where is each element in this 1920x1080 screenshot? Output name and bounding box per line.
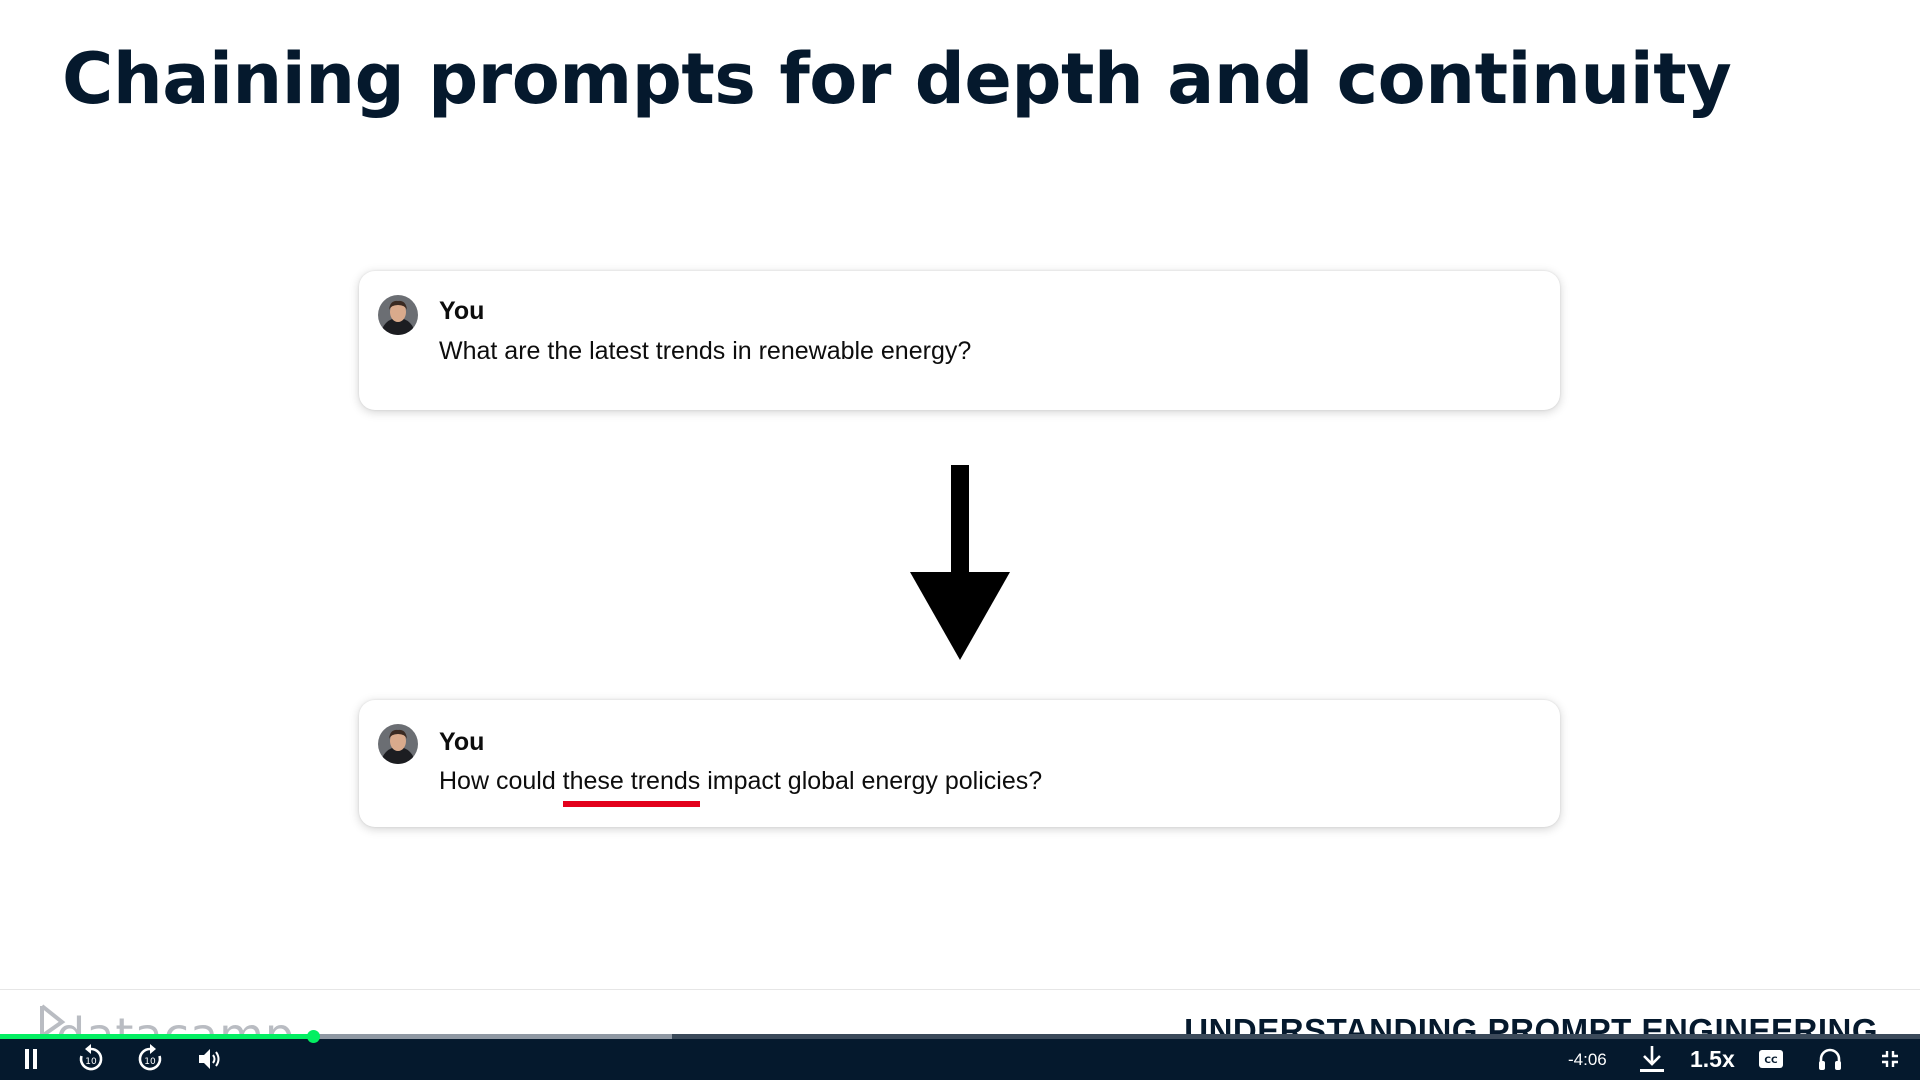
download-button[interactable] bbox=[1636, 1041, 1668, 1077]
buffered-bar bbox=[0, 1034, 672, 1039]
avatar bbox=[378, 295, 418, 335]
message-after: impact global energy policies? bbox=[700, 767, 1043, 795]
progress-track[interactable] bbox=[0, 1030, 1920, 1043]
pause-icon bbox=[25, 1049, 37, 1069]
rewind-10-button[interactable]: 10 bbox=[73, 1041, 109, 1077]
player-controls bbox=[0, 1035, 1920, 1080]
captions-icon: CC bbox=[1759, 1050, 1783, 1068]
svg-text:CC: CC bbox=[1764, 1056, 1778, 1066]
prompt-message: How could these trends impact global ene… bbox=[439, 767, 1043, 807]
captions-button[interactable]: CC bbox=[1755, 1041, 1787, 1077]
prompt-card-1: You What are the latest trends in renewa… bbox=[359, 271, 1560, 410]
audio-only-button[interactable] bbox=[1814, 1041, 1846, 1077]
author-name: You bbox=[439, 728, 485, 756]
volume-icon bbox=[199, 1049, 220, 1069]
slide-title: Chaining prompts for depth and continuit… bbox=[62, 38, 1732, 120]
message-before: How could bbox=[439, 767, 563, 795]
highlighted-phrase: these trends bbox=[562, 767, 701, 807]
arrow-down-icon bbox=[910, 465, 1010, 660]
prompt-card-2: You How could these trends impact global… bbox=[359, 700, 1560, 827]
headphones-icon bbox=[1819, 1048, 1841, 1070]
prompt-message: What are the latest trends in renewable … bbox=[439, 337, 972, 365]
datacamp-logo-icon bbox=[40, 1004, 66, 1035]
svg-text:10: 10 bbox=[85, 1057, 97, 1067]
seek-handle[interactable] bbox=[306, 1030, 320, 1043]
forward-10-button[interactable]: 10 bbox=[132, 1041, 168, 1077]
remaining-time: -4:06 bbox=[1568, 1050, 1607, 1069]
slide: Chaining prompts for depth and continuit… bbox=[0, 38, 1920, 1035]
footer-divider bbox=[0, 989, 1920, 990]
author-name: You bbox=[439, 297, 485, 325]
pause-button[interactable] bbox=[16, 1041, 46, 1077]
logo-text: datacamp bbox=[56, 1008, 296, 1035]
played-bar bbox=[0, 1034, 313, 1039]
course-title: UNDERSTANDING PROMPT ENGINEERING bbox=[1184, 1012, 1878, 1035]
forward-10-icon: 10 bbox=[138, 1044, 162, 1071]
exit-fullscreen-icon bbox=[1882, 1051, 1898, 1067]
rewind-10-icon: 10 bbox=[79, 1044, 103, 1071]
playback-speed-button[interactable]: 1.5x bbox=[1690, 1046, 1735, 1072]
download-icon bbox=[1640, 1046, 1664, 1072]
exit-fullscreen-button[interactable] bbox=[1874, 1041, 1906, 1077]
avatar bbox=[378, 724, 418, 764]
svg-text:10: 10 bbox=[144, 1057, 156, 1067]
volume-button[interactable] bbox=[195, 1041, 225, 1077]
